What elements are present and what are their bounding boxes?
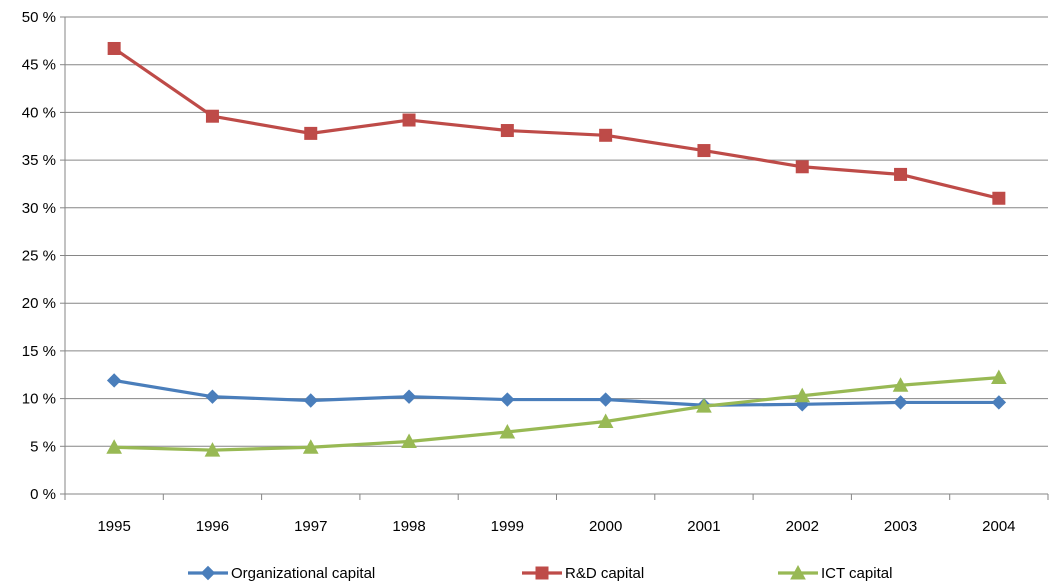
- x-tick-label: 2001: [687, 518, 720, 535]
- x-tick-label: 1997: [294, 518, 327, 535]
- data-point: [794, 387, 811, 403]
- series-line: [114, 376, 999, 452]
- x-tick-label: 1998: [392, 518, 425, 535]
- data-point: [697, 144, 711, 158]
- y-tick-label: 45 %: [22, 57, 56, 74]
- legend-item: Organizational capital: [188, 565, 375, 582]
- x-tick-label: 2000: [589, 518, 622, 535]
- series-line: [113, 47, 1000, 200]
- series-0: [106, 373, 1007, 413]
- legend-item: R&D capital: [522, 565, 644, 582]
- y-axis-ticks: 0 % 5 % 10 % 15 % 20 % 25 % 30 % 35 % 40 % 45 % 50…: [22, 9, 65, 503]
- y-tick-label: 10 %: [22, 391, 56, 408]
- y-tick-label: 50 %: [22, 9, 56, 26]
- data-point: [892, 377, 909, 392]
- series-line: [113, 378, 999, 407]
- data-point: [304, 126, 318, 140]
- data-point: [205, 109, 219, 123]
- data-point: [499, 423, 516, 439]
- data-point: [795, 160, 809, 174]
- y-tick-label: 30 %: [22, 200, 56, 217]
- legend-label: ICT capital: [821, 565, 892, 582]
- legend-item: ICT capital: [778, 564, 892, 582]
- data-point: [992, 191, 1006, 205]
- y-tick-label: 40 %: [22, 104, 56, 121]
- y-tick-label: 15 %: [22, 343, 56, 360]
- legend-marker: [790, 564, 806, 580]
- x-tick-label: 2002: [786, 518, 819, 535]
- legend-marker: [535, 566, 549, 580]
- data-point: [893, 395, 908, 410]
- data-point: [402, 113, 416, 127]
- data-point: [696, 398, 712, 413]
- x-tick-label: 1996: [196, 518, 229, 535]
- data-point: [598, 392, 613, 407]
- legend: Organizational capital R&D capital ICT cap…: [188, 564, 892, 582]
- data-point: [205, 389, 220, 404]
- data-point: [106, 439, 122, 454]
- data-point: [303, 393, 318, 408]
- data-point: [106, 373, 122, 388]
- series-1: [107, 41, 1006, 205]
- data-point: [500, 392, 515, 407]
- y-tick-label: 35 %: [22, 152, 56, 169]
- y-tick-label: 0 %: [30, 486, 56, 503]
- data-point: [599, 128, 613, 142]
- data-point: [204, 442, 221, 457]
- series-group: [106, 41, 1007, 457]
- x-tick-label: 2004: [982, 518, 1015, 535]
- x-tick-label: 1995: [97, 518, 130, 535]
- y-tick-label: 5 %: [30, 438, 56, 455]
- x-tick-label: 1999: [491, 518, 524, 535]
- data-point: [500, 124, 514, 138]
- y-tick-label: 25 %: [22, 248, 56, 265]
- series-2: [106, 369, 1007, 457]
- data-point: [401, 389, 417, 404]
- data-point: [302, 439, 319, 454]
- data-point: [894, 167, 908, 181]
- y-tick-label: 20 %: [22, 295, 56, 312]
- x-tick-label: 2003: [884, 518, 917, 535]
- data-point: [401, 433, 417, 448]
- x-axis-ticks: 1995 1996 1997 1998 1999 2000 2001 2002 2003 2004: [64, 494, 1049, 535]
- data-point: [991, 395, 1007, 410]
- legend-marker: [200, 565, 216, 581]
- legend-label: R&D capital: [565, 565, 644, 582]
- legend-label: Organizational capital: [231, 565, 375, 582]
- data-point: [597, 413, 614, 428]
- data-point: [107, 41, 121, 55]
- data-point: [991, 369, 1007, 385]
